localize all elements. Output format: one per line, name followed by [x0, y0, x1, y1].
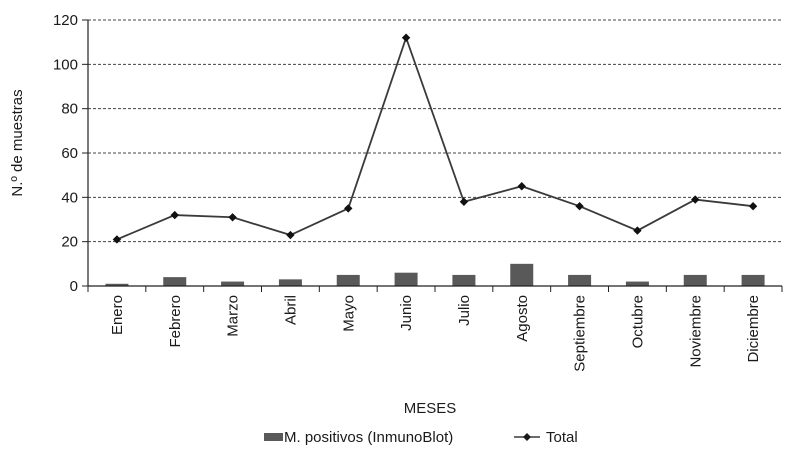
legend-label-total: Total: [546, 429, 578, 446]
x-tick-label: Octubre: [629, 295, 646, 348]
bar: [105, 283, 129, 286]
x-tick-label: Mayo: [340, 295, 357, 332]
y-tick-label: 120: [53, 12, 78, 29]
x-tick-label: Junio: [398, 295, 415, 331]
x-tick-label: Julio: [456, 295, 473, 326]
line-point: [286, 230, 295, 240]
x-tick-label: Agosto: [514, 295, 531, 342]
x-tick-label: Diciembre: [745, 295, 762, 363]
legend: M. positivos (InmunoBlot) Total: [264, 429, 578, 446]
x-tick-label: Septiembre: [572, 295, 589, 372]
line-path: [116, 34, 754, 241]
bar: [394, 272, 418, 286]
y-tick-label: 80: [61, 101, 78, 118]
legend-swatch-total-marker: [523, 433, 531, 441]
line-point: [401, 33, 411, 42]
bar: [510, 263, 534, 286]
bar: [336, 274, 360, 286]
x-tick-label: Noviembre: [687, 295, 704, 368]
gridlines: [88, 19, 782, 243]
y-tick-label: 60: [61, 145, 78, 162]
bar: [683, 274, 707, 286]
legend-swatch-positivos: [264, 433, 283, 441]
line-point: [170, 210, 179, 220]
y-tick-label: 40: [61, 189, 78, 206]
line-point: [517, 182, 526, 191]
bar: [741, 274, 765, 286]
y-tick-label: 0: [70, 278, 78, 295]
x-tick-label: Abril: [282, 295, 299, 325]
y-axis-title: N.º de muestras: [9, 89, 26, 196]
axes: [82, 19, 783, 292]
bar: [163, 277, 187, 286]
line-point: [344, 204, 353, 213]
line-point: [228, 213, 237, 222]
line-point: [112, 235, 122, 244]
x-tick-label: Enero: [109, 295, 126, 335]
line-point: [633, 226, 642, 235]
bar: [568, 274, 592, 286]
bar: [221, 281, 245, 286]
y-tick-labels: 0 20 40 60 80 100 120: [53, 12, 78, 295]
line-point: [748, 202, 758, 211]
y-tick-label: 100: [53, 56, 78, 73]
x-tick-labels: Enero Febrero Marzo Abril Mayo Junio Julio Agos…: [109, 295, 762, 372]
line-series: [112, 33, 758, 244]
bar: [625, 281, 649, 286]
legend-label-positivos: M. positivos (InmunoBlot): [284, 429, 453, 446]
x-tick-label: Febrero: [167, 295, 184, 348]
line-point: [691, 195, 700, 204]
y-tick-label: 20: [61, 234, 78, 251]
bar: [278, 279, 302, 286]
bar-series: [105, 263, 765, 286]
bar: [452, 274, 476, 286]
line-point: [575, 202, 584, 211]
x-tick-label: Marzo: [225, 295, 242, 337]
x-axis-title: MESES: [404, 400, 457, 417]
line-point: [459, 197, 469, 206]
